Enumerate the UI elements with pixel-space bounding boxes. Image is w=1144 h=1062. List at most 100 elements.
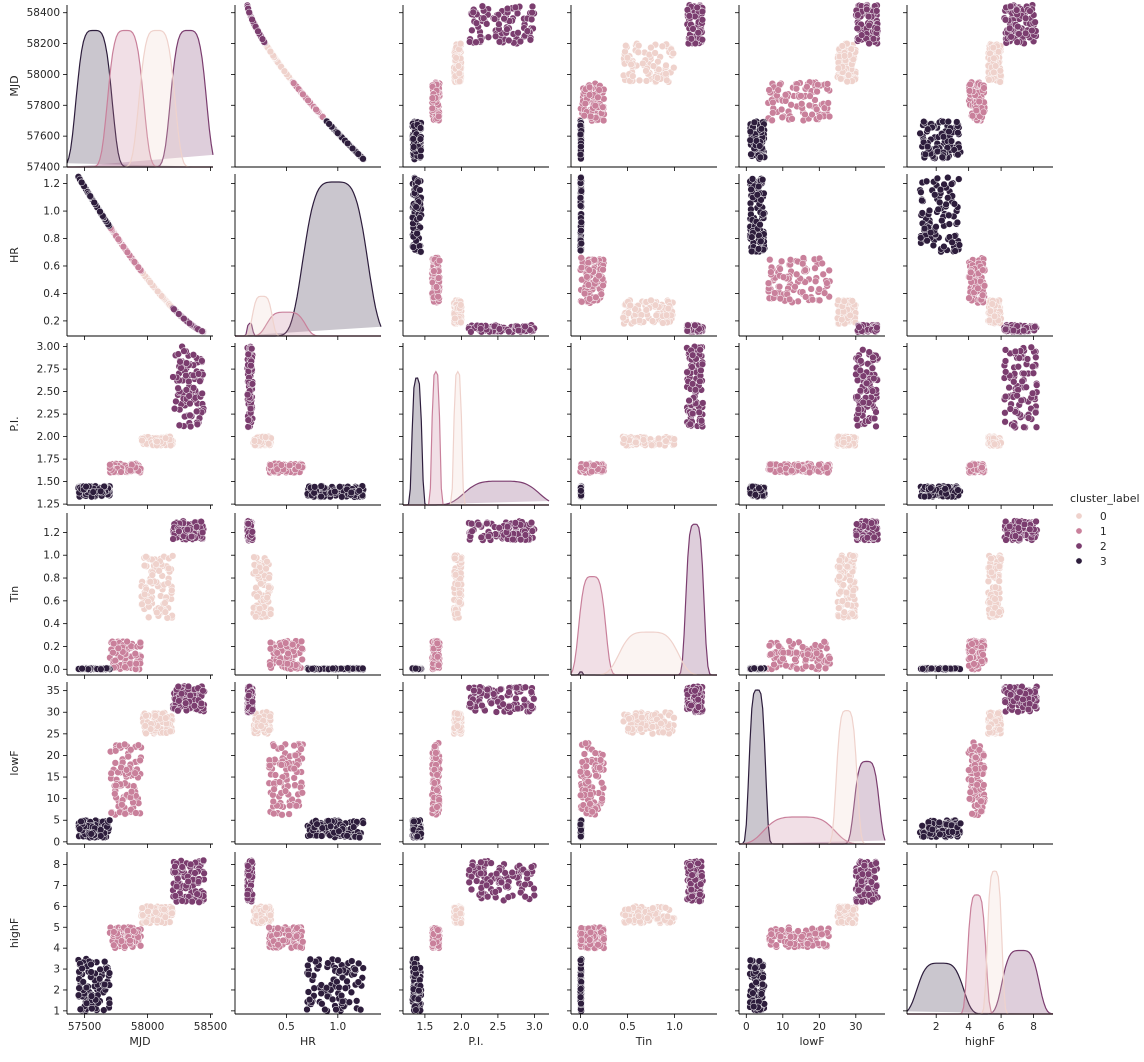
point-cluster-2: [248, 15, 256, 24]
point-cluster-0: [648, 441, 656, 449]
point-cluster-0: [634, 48, 642, 56]
point-cluster-1: [583, 273, 591, 281]
point-cluster-3: [920, 118, 928, 126]
point-cluster-0: [846, 311, 854, 320]
point-cluster-2: [853, 24, 861, 33]
point-cluster-2: [468, 26, 476, 34]
point-cluster-2: [492, 32, 500, 40]
y-axis-label-MJD: MJD: [8, 75, 21, 96]
point-cluster-0: [457, 301, 465, 309]
point-cluster-3: [932, 223, 940, 231]
point-cluster-2: [691, 321, 699, 329]
point-cluster-2: [698, 16, 707, 24]
point-cluster-1: [599, 266, 607, 274]
point-cluster-0: [642, 306, 650, 314]
point-cluster-1: [435, 274, 443, 282]
point-cluster-2: [863, 5, 871, 14]
point-cluster-3: [97, 487, 105, 495]
point-cluster-3: [86, 192, 94, 200]
point-cluster-3: [938, 153, 946, 161]
point-cluster-1: [435, 112, 443, 121]
panel-MJD-vs-HR: [231, 1, 381, 171]
y-tick-label: 58200: [27, 38, 60, 50]
point-cluster-2: [1006, 2, 1015, 11]
point-cluster-1: [588, 467, 596, 476]
point-cluster-1: [965, 87, 974, 95]
point-cluster-1: [813, 105, 821, 113]
point-cluster-0: [623, 54, 632, 62]
point-cluster-1: [771, 289, 779, 297]
point-cluster-1: [803, 83, 811, 91]
point-cluster-1: [595, 86, 603, 94]
point-cluster-3: [417, 248, 425, 256]
point-cluster-2: [244, 416, 252, 424]
point-cluster-1: [290, 79, 298, 87]
point-cluster-1: [779, 273, 788, 281]
point-cluster-2: [687, 35, 695, 43]
point-cluster-1: [585, 266, 593, 274]
point-cluster-0: [652, 311, 660, 319]
point-cluster-3: [756, 153, 765, 161]
point-cluster-3: [577, 218, 585, 226]
point-cluster-3: [918, 196, 926, 205]
point-cluster-3: [944, 194, 952, 202]
point-cluster-2: [1019, 327, 1028, 335]
point-cluster-3: [82, 483, 90, 491]
point-cluster-3: [950, 200, 959, 208]
y-tick-label: 57800: [27, 100, 60, 112]
point-cluster-3: [577, 187, 585, 195]
point-cluster-0: [624, 309, 633, 317]
point-cluster-1: [117, 468, 125, 476]
point-cluster-3: [754, 245, 763, 253]
point-cluster-2: [516, 37, 525, 46]
y-tick-label: 57400: [27, 162, 60, 174]
point-cluster-3: [416, 124, 425, 132]
panel-HR-vs-MJD: 0.20.40.60.81.01.2HR: [8, 173, 213, 340]
point-cluster-2: [505, 36, 513, 45]
point-cluster-2: [477, 325, 485, 333]
y-tick-label: 0.8: [43, 233, 60, 245]
point-cluster-1: [767, 268, 775, 276]
point-cluster-1: [304, 96, 312, 105]
point-cluster-1: [793, 270, 801, 278]
point-cluster-1: [788, 115, 796, 123]
point-cluster-2: [1006, 24, 1014, 32]
point-cluster-3: [954, 129, 962, 137]
point-cluster-3: [409, 243, 417, 251]
point-cluster-0: [639, 59, 647, 68]
y-tick-label: 1.50: [37, 476, 60, 488]
point-cluster-2: [169, 373, 177, 381]
y-tick-label: 0.2: [43, 315, 60, 327]
point-cluster-0: [457, 318, 465, 326]
point-cluster-1: [590, 256, 598, 264]
point-cluster-2: [1001, 16, 1010, 24]
point-cluster-2: [176, 358, 184, 366]
point-cluster-0: [635, 41, 643, 50]
point-cluster-1: [434, 293, 442, 301]
point-cluster-3: [577, 239, 585, 248]
point-cluster-1: [811, 277, 820, 285]
y-tick-label: 2.75: [37, 364, 60, 376]
point-cluster-3: [577, 226, 585, 235]
point-cluster-1: [428, 104, 436, 112]
point-cluster-0: [452, 54, 460, 62]
point-cluster-1: [595, 272, 603, 280]
point-cluster-2: [182, 359, 191, 367]
point-cluster-3: [757, 237, 765, 245]
point-cluster-1: [764, 279, 773, 287]
point-cluster-1: [966, 80, 974, 89]
point-cluster-3: [576, 130, 585, 139]
point-cluster-1: [797, 92, 805, 100]
point-cluster-3: [90, 198, 98, 207]
point-cluster-1: [765, 86, 773, 94]
point-cluster-0: [653, 74, 662, 82]
point-cluster-2: [1013, 6, 1021, 14]
point-cluster-0: [167, 441, 175, 450]
point-cluster-2: [246, 404, 255, 413]
point-cluster-2: [180, 347, 188, 355]
point-cluster-3: [925, 206, 934, 215]
point-cluster-1: [106, 461, 114, 469]
point-cluster-0: [622, 42, 630, 50]
point-cluster-1: [768, 116, 776, 124]
point-cluster-0: [662, 61, 670, 70]
